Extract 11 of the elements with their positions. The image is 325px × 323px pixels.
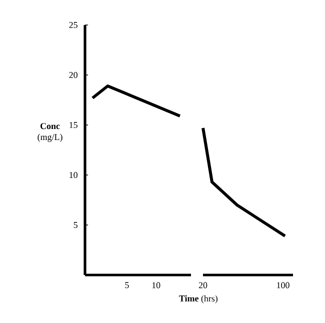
x-tick-label: 20 (198, 282, 208, 288)
x-axis-title: Time (hrs) (179, 295, 218, 304)
x-tick-label: 100 (277, 282, 290, 288)
y-tick-label: 20 (69, 72, 78, 78)
y-tick-label: 15 (70, 122, 78, 128)
x-tick-label: 5 (125, 282, 129, 288)
x-tick-label: 10 (152, 282, 160, 288)
y-tick-label: 10 (70, 172, 78, 178)
y-tick-label: 5 (74, 222, 78, 228)
y-tick-label: 25 (69, 22, 78, 28)
y-axis-title: Conc (mg/L) (38, 123, 62, 142)
